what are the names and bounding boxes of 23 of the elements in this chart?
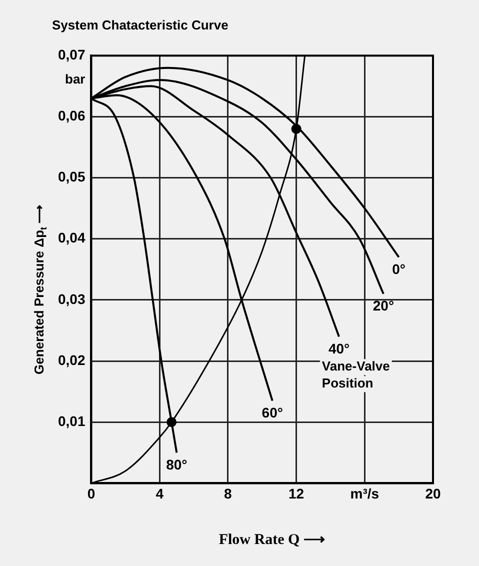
text: bar <box>65 72 86 87</box>
annotation: Vane-Valve Position <box>322 358 390 391</box>
y-tick-label: 0,01 <box>58 412 86 429</box>
x-tick-label: m³/s <box>350 485 380 502</box>
series-label: 0° <box>392 261 406 278</box>
x-axis-title: Flow Rate Q ⟶ <box>218 532 326 548</box>
y-tick-label: 0,06 <box>58 108 86 124</box>
x-tick-label: 20 <box>425 485 441 502</box>
y-tick-label: 0,07 <box>58 46 86 62</box>
series-label: 60° <box>262 404 283 421</box>
series-label: 20° <box>372 298 394 314</box>
x-tick-label: 0 <box>87 485 96 502</box>
series-label: 80° <box>166 456 188 473</box>
y-tick-label: 0,04 <box>58 230 86 246</box>
x-tick-label: 8 <box>224 485 232 502</box>
series-label: 40° <box>328 340 350 356</box>
x-tick-label: 4 <box>156 485 164 502</box>
x-tick-label: 12 <box>288 485 304 502</box>
y-tick-label: 0,02 <box>58 352 86 368</box>
y-axis-title: Generated Pressure Δpt ⟶ <box>32 204 48 374</box>
chart-title: System Chatacteristic Curve <box>52 17 228 32</box>
y-tick-label: 0,05 <box>58 168 86 185</box>
y-tick-label: 0,03 <box>58 290 86 307</box>
